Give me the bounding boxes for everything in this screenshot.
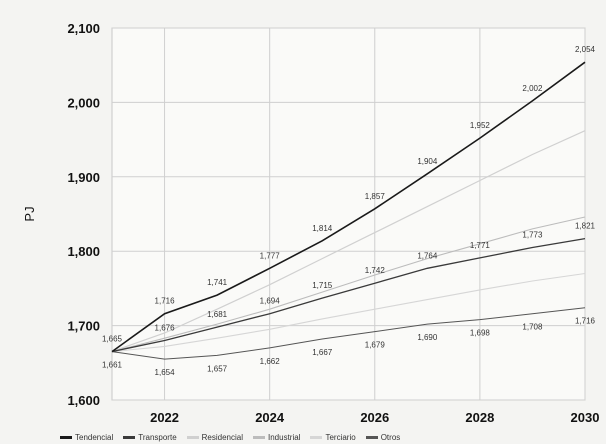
data-label: 1,657 (207, 364, 228, 373)
data-label: 1,661 (102, 361, 123, 370)
data-label: 1,821 (575, 222, 596, 231)
data-label: 1,665 (102, 335, 123, 344)
legend-label: Industrial (268, 432, 301, 442)
series-line-transporte (111, 237, 586, 353)
series-line-terciario (111, 272, 586, 353)
data-label: 2,054 (575, 45, 596, 54)
y-axis-label: PJ (22, 206, 37, 221)
data-label: 1,773 (522, 230, 543, 239)
legend-swatch (310, 435, 323, 439)
data-label: 1,764 (417, 251, 438, 260)
data-label: 1,716 (575, 317, 596, 326)
legend-item: Tendencial (60, 433, 113, 442)
data-label: 1,715 (312, 281, 333, 290)
legend-swatch (123, 435, 136, 439)
data-label: 1,708 (522, 323, 543, 332)
y-tick-label: 1,600 (67, 393, 100, 408)
data-label: 1,771 (470, 241, 491, 250)
data-label: 1,694 (260, 297, 281, 306)
legend-item: Industrial (253, 433, 300, 442)
y-tick-label: 2,000 (67, 95, 100, 110)
x-tick-label: 2026 (360, 410, 389, 425)
data-label: 1,690 (417, 333, 438, 342)
data-label: 1,777 (260, 251, 281, 260)
legend-label: Tendencial (75, 432, 114, 442)
data-label: 1,716 (155, 297, 176, 306)
legend-swatch (253, 435, 265, 439)
legend-item: Transporte (123, 432, 177, 442)
y-tick-label: 1,800 (67, 244, 100, 259)
series-line-otros (111, 307, 586, 360)
y-tick-label: 1,900 (67, 170, 100, 185)
x-tick-label: 2028 (465, 410, 494, 425)
x-tick-label: 2022 (150, 410, 179, 425)
y-tick-label: 2,100 (67, 21, 100, 36)
series-line-residencial (111, 130, 586, 353)
data-label: 1,654 (155, 368, 176, 377)
legend-swatch (365, 435, 378, 439)
series-line-tendencial (111, 61, 586, 353)
series-line-industrial (111, 216, 586, 353)
data-label: 1,742 (365, 266, 386, 275)
legend-swatch (60, 435, 72, 439)
data-label: 1,662 (260, 357, 281, 366)
legend-item: Terciario (310, 432, 356, 442)
x-tick-label: 2030 (571, 410, 600, 425)
y-tick-label: 1,700 (67, 319, 100, 334)
line-chart: 1,600 1,700 1,800 1,900 2,000 2,100 2022 2024 20… (22, 21, 600, 425)
data-label: 1,904 (417, 157, 438, 166)
legend-label: Transporte (138, 432, 177, 442)
data-label: 1,741 (207, 278, 228, 287)
legend: Tendencial Transporte Residencial Industria… (60, 430, 600, 444)
data-label: 1,679 (365, 341, 386, 350)
data-label: 1,814 (312, 224, 333, 233)
legend-item: Otros (365, 432, 401, 442)
data-label: 1,681 (207, 310, 228, 319)
legend-label: Terciario (325, 432, 356, 442)
data-label: 1,676 (155, 323, 176, 332)
x-tick-label: 2024 (255, 410, 285, 425)
data-label: 1,952 (470, 121, 491, 130)
data-label: 1,698 (470, 329, 491, 338)
data-label: 1,857 (365, 192, 386, 201)
legend-item: Residencial (186, 432, 243, 442)
data-label: 1,667 (312, 348, 333, 357)
data-label: 2,002 (522, 84, 543, 93)
plot-area (111, 27, 586, 401)
legend-label: Otros (380, 432, 401, 442)
legend-swatch (186, 435, 199, 439)
legend-label: Residencial (201, 432, 243, 442)
